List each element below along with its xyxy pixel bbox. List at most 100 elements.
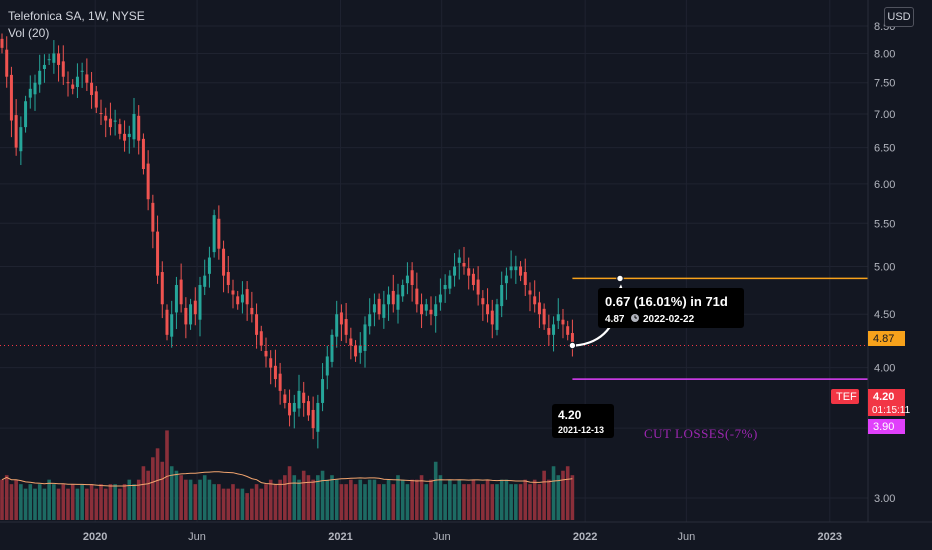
candle-body bbox=[165, 309, 169, 335]
volume-bar bbox=[160, 461, 165, 520]
volume-bar bbox=[85, 488, 89, 520]
volume-bar bbox=[509, 484, 513, 520]
candle-body bbox=[523, 272, 527, 285]
candle-body bbox=[311, 409, 315, 429]
volume-bar bbox=[363, 484, 367, 520]
candle-body bbox=[174, 284, 178, 313]
candle-body bbox=[462, 262, 466, 267]
volume-bar bbox=[254, 484, 259, 520]
candle-body bbox=[405, 275, 409, 284]
price-tick-label: 5.50 bbox=[874, 218, 895, 230]
stop-price-tag-label: 3.90 bbox=[873, 421, 894, 433]
volume-bar bbox=[278, 479, 282, 520]
price-tick-label: 6.50 bbox=[874, 143, 895, 155]
candle-body bbox=[264, 350, 268, 357]
start-point-marker[interactable] bbox=[568, 341, 577, 350]
candle-body bbox=[514, 266, 518, 271]
candle-body bbox=[222, 248, 226, 276]
candle-body bbox=[410, 270, 414, 285]
currency-button[interactable]: USD bbox=[884, 7, 914, 27]
volume-moving-average-line bbox=[1, 471, 573, 487]
candle-body bbox=[141, 138, 145, 169]
volume-bar bbox=[457, 479, 462, 520]
volume-bar bbox=[193, 484, 198, 520]
candle-body bbox=[321, 379, 325, 403]
volume-bar bbox=[429, 479, 433, 520]
price-axis[interactable]: 3.003.504.004.505.005.506.006.507.007.50… bbox=[874, 21, 895, 505]
candle-body bbox=[269, 358, 273, 368]
candle-body bbox=[52, 53, 56, 63]
candle-body bbox=[160, 272, 164, 305]
volume-indicator-label[interactable]: Vol (20) bbox=[8, 26, 50, 40]
volume-bar bbox=[188, 479, 193, 520]
candle-body bbox=[509, 266, 513, 271]
volume-bar bbox=[419, 475, 424, 520]
volume-bar bbox=[198, 479, 202, 520]
volume-bar bbox=[306, 475, 311, 520]
volume-bar bbox=[311, 479, 315, 520]
volume-bar bbox=[320, 470, 325, 520]
volume-bar bbox=[23, 488, 28, 520]
time-axis[interactable]: 2020 Jun 2021 Jun 2022 Jun 2023 bbox=[83, 531, 842, 543]
volume-bar bbox=[547, 479, 551, 520]
volume-bar bbox=[184, 479, 188, 520]
volume-bar bbox=[75, 488, 80, 520]
start-point-tooltip[interactable]: 4.20 2021-12-13 bbox=[552, 404, 614, 438]
volume-bar bbox=[52, 484, 56, 520]
volume-bar bbox=[537, 484, 542, 520]
volume-bar bbox=[4, 475, 9, 520]
volume-bar bbox=[0, 479, 4, 520]
volume-bar bbox=[415, 479, 419, 520]
candle-body bbox=[316, 402, 320, 432]
candle-body bbox=[542, 308, 546, 325]
measure-tooltip[interactable]: 0.67 (16.01%) in 71d 4.87 2022-02-22 bbox=[598, 288, 744, 328]
volume-bar bbox=[141, 466, 146, 520]
volume-bar bbox=[339, 484, 344, 520]
target-point-marker[interactable] bbox=[616, 274, 624, 283]
volume-bar bbox=[452, 484, 457, 520]
candle-body bbox=[424, 304, 428, 311]
volume-bar bbox=[495, 484, 499, 520]
candle-body bbox=[127, 133, 131, 138]
volume-bar bbox=[94, 488, 99, 520]
candle-body bbox=[335, 314, 339, 337]
candle-body bbox=[198, 284, 202, 320]
volume-bar bbox=[410, 479, 414, 520]
volume-bar bbox=[523, 479, 528, 520]
candle-body bbox=[170, 314, 174, 337]
volume-bar bbox=[268, 479, 273, 520]
candle-body bbox=[28, 88, 32, 98]
volume-bar bbox=[99, 484, 103, 520]
price-tick-label: 5.00 bbox=[874, 261, 895, 273]
candle-body bbox=[85, 74, 89, 83]
stop-price-tag: 3.90 bbox=[868, 419, 905, 434]
volume-bar bbox=[33, 488, 37, 520]
candle-body bbox=[471, 273, 475, 285]
candle-body bbox=[207, 257, 211, 274]
volume-bar bbox=[372, 479, 377, 520]
candle-body bbox=[537, 302, 541, 315]
volume-bar bbox=[481, 484, 485, 520]
candle-body bbox=[278, 373, 282, 391]
volume-bars bbox=[0, 430, 575, 520]
volume-bar bbox=[556, 475, 561, 520]
time-tick-label: Jun bbox=[188, 531, 206, 543]
measure-headline: 0.67 (16.01%) in 71d bbox=[605, 294, 728, 309]
candle-body bbox=[118, 124, 122, 134]
volume-bar bbox=[471, 479, 476, 520]
volume-bar bbox=[14, 479, 18, 520]
bar-countdown: 01:15:11 bbox=[872, 405, 911, 416]
candle-body bbox=[547, 328, 551, 335]
candle-body bbox=[415, 288, 419, 305]
candle-body bbox=[47, 59, 51, 61]
volume-bar bbox=[382, 484, 386, 520]
volume-bar bbox=[462, 484, 466, 520]
volume-bar bbox=[89, 484, 94, 520]
candle-body bbox=[457, 257, 461, 263]
grid bbox=[0, 0, 868, 522]
volume-bar bbox=[386, 479, 391, 520]
symbol-title[interactable]: Telefonica SA, 1W, NYSE bbox=[8, 9, 145, 23]
volume-bar bbox=[9, 484, 14, 520]
volume-bar bbox=[400, 479, 405, 520]
